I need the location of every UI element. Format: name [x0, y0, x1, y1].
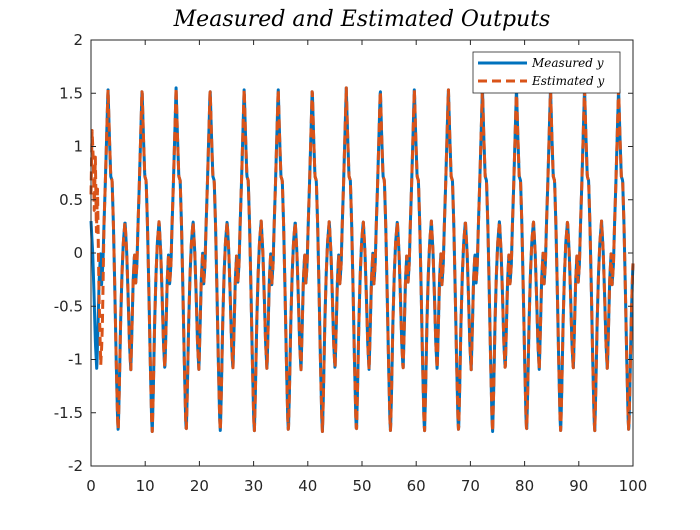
x-tick-label: 90 — [569, 477, 588, 495]
legend-label-measured: Measured y — [531, 56, 604, 70]
y-tick-label: -2 — [68, 457, 83, 475]
x-tick-label: 60 — [407, 477, 426, 495]
x-tick-label: 20 — [190, 477, 209, 495]
x-tick-label: 80 — [515, 477, 534, 495]
x-tick-label: 50 — [352, 477, 371, 495]
x-tick-label: 70 — [461, 477, 480, 495]
y-tick-label: -1 — [68, 351, 83, 369]
y-tick-label: -1.5 — [54, 404, 83, 422]
y-tick-label: 0 — [73, 244, 83, 262]
legend: Measured y Estimated y — [472, 51, 621, 94]
x-tick-label: 30 — [244, 477, 263, 495]
y-tick-label: 1 — [73, 138, 83, 156]
x-tick-label: 0 — [86, 477, 96, 495]
y-tick-label: 0.5 — [59, 191, 83, 209]
chart-title: Measured and Estimated Outputs — [173, 7, 551, 32]
legend-box — [472, 51, 621, 94]
legend-label-estimated: Estimated y — [531, 74, 605, 88]
y-tick-label: 2 — [73, 31, 83, 49]
estimated-y-line — [89, 86, 635, 433]
x-tick-label: 100 — [619, 477, 648, 495]
tick-layer: 0 10 20 30 40 50 60 70 80 90 100 2 1.5 1 0.5 0 -0.5 -1 -1.… — [54, 31, 648, 495]
x-tick-label: 10 — [136, 477, 155, 495]
series-layer — [89, 86, 635, 433]
y-tick-label: -0.5 — [54, 297, 83, 315]
y-tick-label: 1.5 — [59, 84, 83, 102]
x-tick-label: 40 — [298, 477, 317, 495]
